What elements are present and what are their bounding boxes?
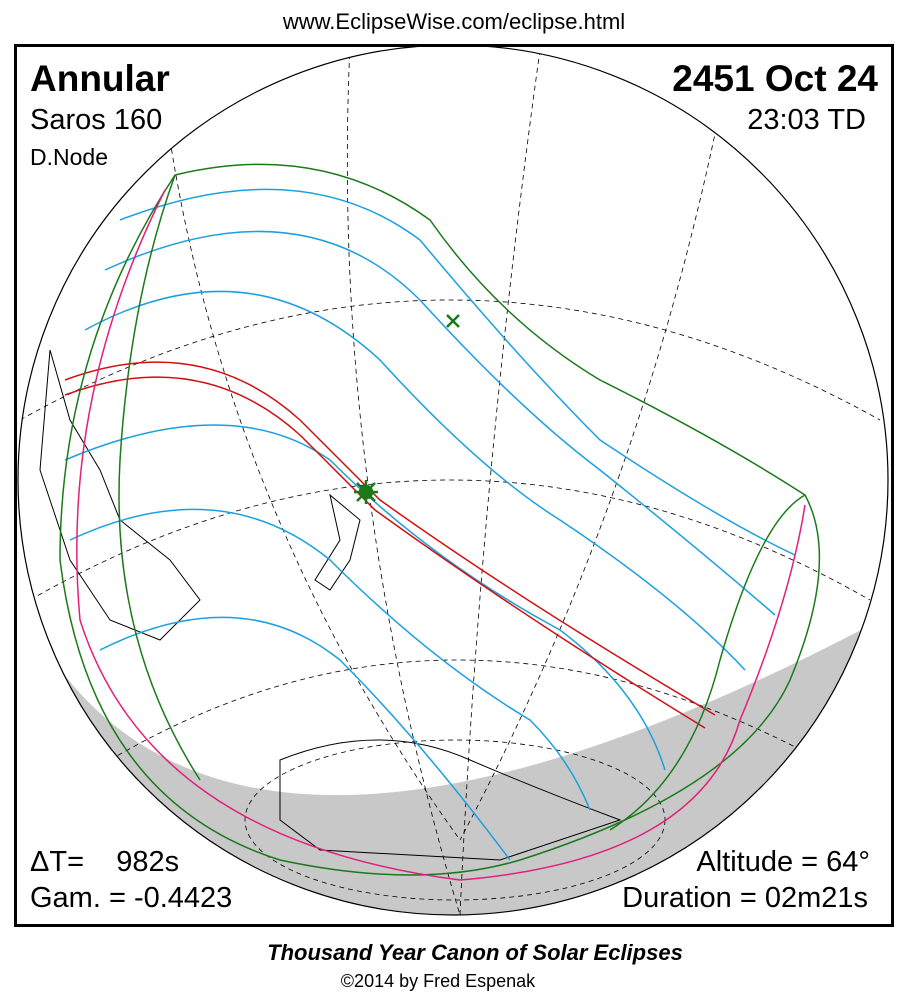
limits (59, 163, 821, 876)
penumbral-limits (64, 188, 796, 861)
greatest-eclipse-marker (446, 314, 460, 328)
duration: Duration = 02m21s (622, 882, 868, 914)
rise-set-curves (76, 189, 806, 881)
altitude: Altitude = 64° (696, 846, 870, 878)
eclipse-type: Annular (30, 58, 170, 99)
gamma: Gam. = -0.4423 (30, 882, 233, 914)
footer-title: Thousand Year Canon of Solar Eclipses (267, 940, 683, 965)
delta-t: ΔT= 982s (30, 846, 180, 878)
node: D.Node (30, 144, 108, 170)
globe-outline (17, 44, 889, 916)
time: 23:03 TD (747, 104, 866, 136)
credit: ©2014 by Fred Espenak (340, 971, 536, 991)
central-path (64, 361, 716, 729)
graticule (19, 45, 881, 915)
globe (18, 45, 888, 915)
url: www.EclipseWise.com/eclipse.html (282, 9, 626, 34)
saros: Saros 160 (30, 104, 163, 136)
date: 2451 Oct 24 (672, 58, 878, 99)
subsolar-marker (354, 480, 378, 504)
